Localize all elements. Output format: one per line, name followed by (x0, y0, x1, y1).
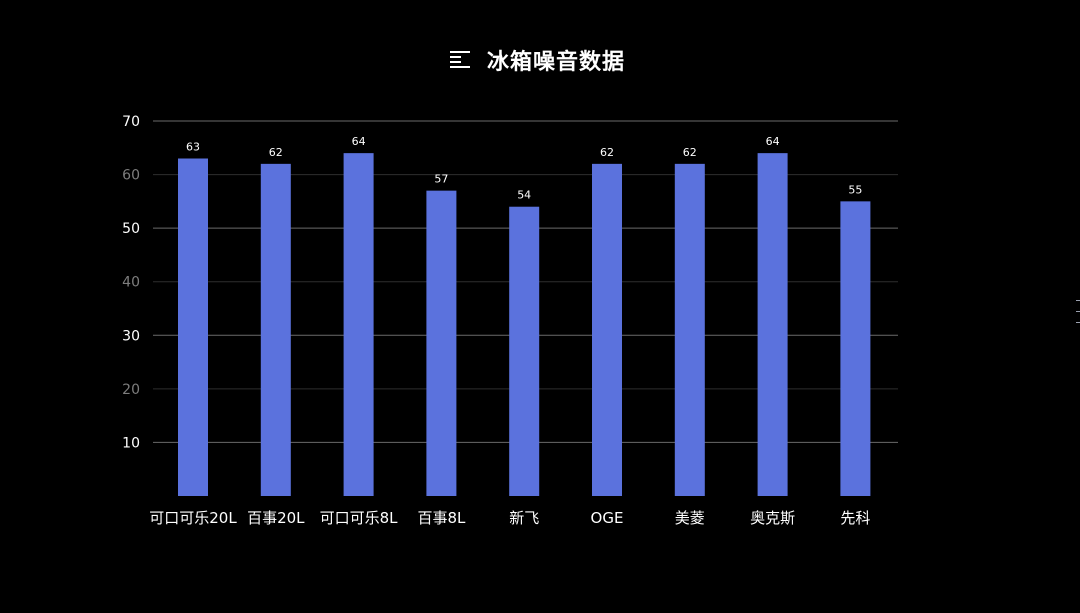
data-label: 64 (352, 135, 366, 148)
data-label: 55 (848, 183, 862, 196)
category-label: 百事8L (417, 509, 466, 527)
chart-title: 冰箱噪音数据 (486, 50, 625, 75)
category-label: 百事20L (247, 509, 305, 527)
y-tick-label: 60 (122, 168, 140, 184)
y-axis-ticks: 10 20 30 40 50 60 70 (122, 114, 140, 451)
category-label: 奥克斯 (750, 509, 795, 527)
data-labels: 63 62 64 57 54 62 62 64 55 (186, 135, 862, 202)
data-label: 63 (186, 141, 200, 154)
y-tick-label: 30 (122, 328, 140, 344)
bar (757, 153, 788, 496)
bar (840, 201, 871, 496)
data-label: 64 (766, 135, 780, 148)
text-align-left-icon (449, 51, 470, 68)
category-labels: 可口可乐20L 百事20L 可口可乐8L 百事8L 新飞 OGE 美菱 奥克斯 先科 (149, 509, 870, 527)
chart-title-wrap: 冰箱噪音数据 (0, 40, 1080, 80)
category-label: 新飞 (509, 509, 539, 527)
bars (178, 153, 871, 496)
bar (592, 163, 622, 496)
y-tick-label: 20 (122, 382, 140, 398)
bar (674, 163, 705, 496)
data-label: 62 (269, 146, 283, 159)
bar (426, 190, 457, 496)
category-label: 先科 (840, 509, 870, 527)
category-label: 可口可乐20L (149, 509, 237, 527)
edge-mark (1076, 300, 1080, 301)
data-label: 62 (600, 146, 614, 159)
category-label: 美菱 (675, 509, 705, 527)
edge-mark (1076, 322, 1080, 323)
y-tick-label: 40 (122, 275, 140, 291)
data-label: 54 (517, 189, 531, 202)
data-label: 62 (683, 146, 697, 159)
bar (343, 153, 374, 496)
category-label: 可口可乐8L (320, 509, 399, 527)
bar (509, 206, 540, 496)
bar (178, 158, 208, 496)
y-tick-label: 10 (122, 435, 140, 451)
y-tick-label: 70 (122, 114, 140, 130)
edge-mark (1076, 311, 1080, 312)
bar (260, 163, 291, 496)
window-edge-marks (1076, 300, 1080, 330)
y-tick-label: 50 (122, 221, 140, 237)
data-label: 57 (434, 173, 448, 186)
category-label: OGE (591, 509, 624, 527)
